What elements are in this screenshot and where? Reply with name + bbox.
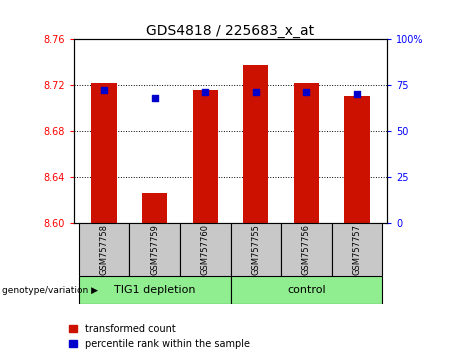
Point [201, 90, 209, 95]
Text: GSM757758: GSM757758 [100, 224, 109, 275]
Bar [79, 276, 230, 304]
Text: GSM757755: GSM757755 [251, 224, 260, 275]
Point [151, 95, 158, 101]
Bar [91, 83, 117, 223]
Bar [331, 223, 382, 276]
Point [353, 91, 361, 97]
Text: genotype/variation ▶: genotype/variation ▶ [2, 286, 98, 295]
Text: GSM757756: GSM757756 [302, 224, 311, 275]
Legend: transformed count, percentile rank within the sample: transformed count, percentile rank withi… [70, 324, 250, 349]
Bar [294, 83, 319, 223]
Bar [230, 276, 382, 304]
Bar [193, 90, 218, 223]
Text: GSM757759: GSM757759 [150, 224, 159, 275]
Bar [130, 223, 180, 276]
Bar [230, 223, 281, 276]
Text: control: control [287, 285, 325, 295]
Bar [79, 223, 130, 276]
Bar [344, 96, 370, 223]
Text: TIG1 depletion: TIG1 depletion [114, 285, 195, 295]
Point [252, 90, 260, 95]
Text: GSM757760: GSM757760 [201, 224, 210, 275]
Text: GSM757757: GSM757757 [352, 224, 361, 275]
Title: GDS4818 / 225683_x_at: GDS4818 / 225683_x_at [147, 24, 314, 38]
Bar [180, 223, 230, 276]
Bar [243, 65, 268, 223]
Point [303, 90, 310, 95]
Point [100, 88, 108, 93]
Bar [142, 193, 167, 223]
Bar [281, 223, 331, 276]
